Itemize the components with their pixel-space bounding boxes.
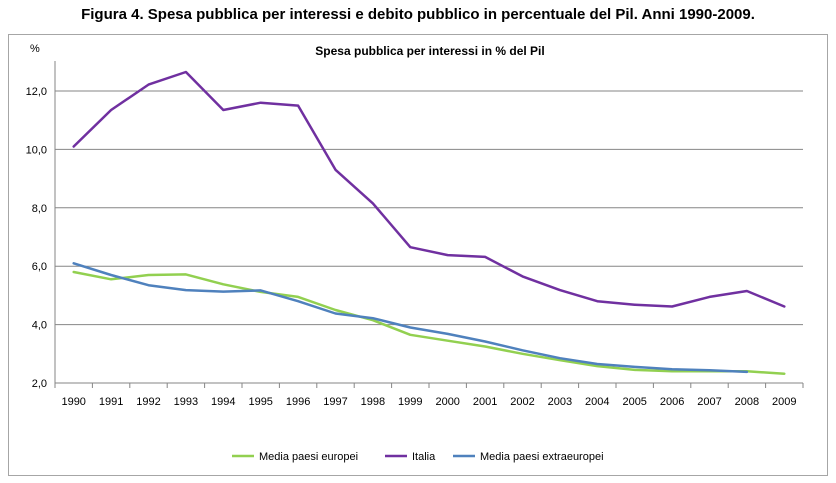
x-tick-label: 2001 bbox=[473, 396, 497, 408]
x-tick-label: 1990 bbox=[61, 396, 85, 408]
y-tick-label: 4,0 bbox=[32, 320, 47, 332]
x-tick-label: 1992 bbox=[136, 396, 160, 408]
y-tick-label: 6,0 bbox=[32, 261, 47, 273]
chart-title: Spesa pubblica per interessi in % del Pi… bbox=[315, 44, 544, 58]
x-tick-label: 2004 bbox=[585, 396, 609, 408]
x-tick-label: 1995 bbox=[248, 396, 272, 408]
y-tick-label: 2,0 bbox=[32, 378, 47, 390]
figure-title: Figura 4. Spesa pubblica per interessi e… bbox=[81, 6, 755, 23]
chart-frame bbox=[8, 34, 828, 476]
legend-label: Media paesi europei bbox=[259, 451, 358, 463]
series-line-italia bbox=[72, 70, 786, 308]
x-tick-label: 2000 bbox=[435, 396, 459, 408]
x-tick-label: 1996 bbox=[286, 396, 310, 408]
series-line-media-paesi-europei bbox=[72, 270, 786, 375]
y-tick-label: 10,0 bbox=[26, 144, 47, 156]
x-tick-label: 2005 bbox=[622, 396, 646, 408]
y-tick-label: 8,0 bbox=[32, 203, 47, 215]
y-axis-unit-label: % bbox=[30, 43, 40, 55]
x-tick-label: 1998 bbox=[361, 396, 385, 408]
x-tick-label: 1993 bbox=[174, 396, 198, 408]
x-tick-label: 1994 bbox=[211, 396, 235, 408]
y-tick-label: 12,0 bbox=[26, 86, 47, 98]
x-tick-label: 1997 bbox=[323, 396, 347, 408]
series-line-media-paesi-extraeuropei bbox=[72, 262, 749, 374]
x-tick-label: 1999 bbox=[398, 396, 422, 408]
x-tick-label: 2006 bbox=[660, 396, 684, 408]
x-tick-label: 2003 bbox=[548, 396, 572, 408]
legend-label: Italia bbox=[412, 451, 436, 463]
x-tick-label: 2009 bbox=[772, 396, 796, 408]
x-tick-label: 2008 bbox=[735, 396, 759, 408]
x-tick-label: 2002 bbox=[510, 396, 534, 408]
legend-label: Media paesi extraeuropei bbox=[480, 451, 604, 463]
x-tick-label: 2007 bbox=[697, 396, 721, 408]
x-tick-label: 1991 bbox=[99, 396, 123, 408]
